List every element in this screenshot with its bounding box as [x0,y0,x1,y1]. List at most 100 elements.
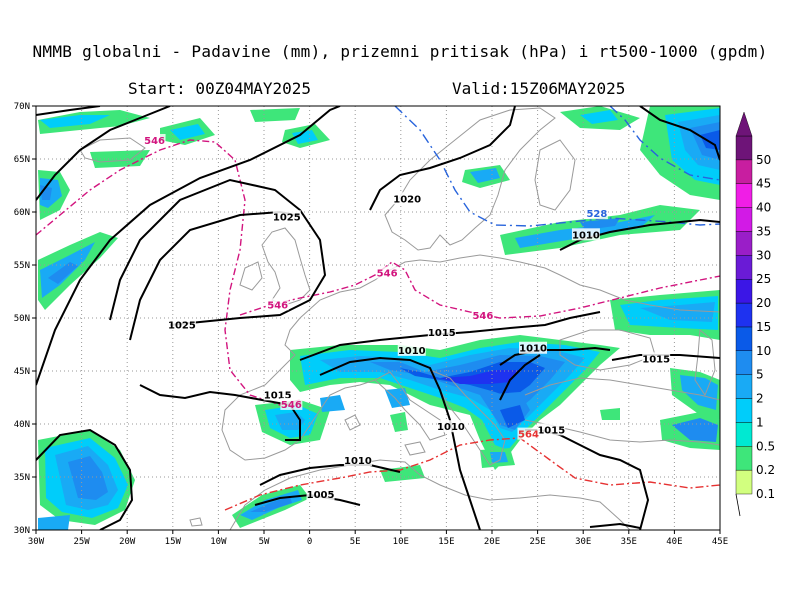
lon-tick-label: 0 [307,537,312,547]
colorbar-max-arrow [735,111,753,137]
thickness-label-bg [143,133,166,146]
isobar-labels: 1025102510201015101510151015101010101010… [167,192,671,501]
lon-tick-label: 45E [712,537,728,547]
colorbar-label: 20 [756,296,771,310]
thickness-label-bg [280,397,303,410]
colorbar-label: 1 [756,415,764,429]
lon-tick-label: 30W [28,537,45,547]
isobar-label: 1010 [572,230,600,241]
lat-tick-label: 65N [14,155,30,165]
isobar-label: 1005 [307,490,335,501]
colorbar-swatch [735,207,753,232]
colorbar-label: 25 [756,272,771,286]
lat-tick-label: 60N [14,208,30,218]
start-time: Start: 00Z04MAY2025 [128,79,312,98]
colorbar-swatch [735,374,753,399]
lat-tick-label: 50N [14,314,30,324]
isobar-label-bg [642,352,671,365]
isobar-label: 1010 [398,346,426,357]
isobar-label: 1025 [168,320,196,331]
thickness-label: 546 [144,136,165,147]
lat-tick-label: 45N [14,367,30,377]
lon-tick-label: 40E [666,537,682,547]
lon-tick-label: 20W [119,537,136,547]
colorbar-swatch [735,279,753,304]
thickness-label: 546 [281,400,302,411]
thickness-label-bg [517,427,540,440]
thickness-label: 546 [377,268,398,279]
thickness-label: 546 [472,311,493,322]
isobar-label: 1010 [519,344,547,355]
lon-tick-label: 15W [165,537,182,547]
colorbar-swatch [735,255,753,280]
map-title: NMMB globalni - Padavine (mm), prizemni … [32,42,768,61]
isobar-label-bg [393,192,422,205]
thickness-labels: 546 546 546 546 546 528 564 [143,133,608,441]
lon-tick-label: 25E [529,537,545,547]
lat-tick-label: 40N [14,420,30,430]
colorbar-swatch [735,422,753,447]
lon-tick-label: 25W [73,537,90,547]
colorbar-label: 45 [756,177,771,191]
colorbar-label: 35 [756,224,771,238]
lon-tick-label: 15E [438,537,454,547]
colorbar-swatch [735,183,753,208]
thickness-label-bg [266,298,289,311]
isobar-label-bg [436,420,465,433]
colorbar-swatch [735,159,753,184]
thickness-label: 546 [267,300,288,311]
isobar-label-bg [571,228,600,241]
colorbar-swatch [735,469,753,495]
lon-tick-label: 30E [575,537,591,547]
isobar-label: 1015 [264,390,292,401]
thickness-label: 528 [586,209,607,220]
thickness-label-bg [585,207,608,220]
colorbar-swatch [735,350,753,375]
colorbar-label: 2 [756,392,764,406]
colorbar-label: 0.5 [756,439,775,453]
lat-axis: 30N 35N 40N 45N 50N 55N 60N 65N 70N [14,102,36,536]
colorbar-min-arrow [735,493,741,517]
isobar-label-bg [427,325,456,338]
thickness-label: 564 [518,430,539,441]
lon-tick-label: 35E [621,537,637,547]
isobar-label-bg [263,388,292,401]
isobar-label-bg [272,210,301,223]
colorbar-label: 5 [756,368,764,382]
isobar-label-bg [519,341,548,354]
colorbar-label: 0.1 [756,487,775,501]
isobar-label: 1015 [642,354,670,365]
isobar-label: 1010 [437,422,465,433]
lon-tick-label: 5E [350,537,361,547]
lon-tick-label: 10E [393,537,409,547]
lat-tick-label: 70N [14,102,30,112]
valid-time: Valid:15Z06MAY2025 [452,79,626,98]
lat-tick-label: 30N [14,526,30,536]
colorbar-label: 15 [756,320,771,334]
isobar-label-bg [343,454,372,467]
isobar-label-bg [306,488,335,501]
lon-axis: 30W 25W 20W 15W 10W 5W 0 5E 10E 15E 20E 25E 30E 35E 40… [28,530,728,547]
colorbar-label: 40 [756,201,771,215]
map-area: 1025102510201015101510151015101010101010… [36,106,720,530]
isobar-label: 1010 [344,456,372,467]
thickness-label-bg [376,266,399,279]
isobar-label: 1015 [428,328,456,339]
isobar-label-bg [397,343,426,356]
isobar-label: 1015 [537,425,565,436]
isobar-label: 1025 [273,212,301,223]
isobar-label: 1020 [393,194,421,205]
colorbar-swatch [735,231,753,256]
colorbar-label: 10 [756,344,771,358]
precipitation-layer [38,106,720,530]
colorbar-swatch [735,326,753,351]
lon-tick-label: 5W [259,537,270,547]
lon-tick-label: 20E [484,537,500,547]
isobar-label-bg [167,318,196,331]
isobar-label-bg [537,423,566,436]
lat-tick-label: 55N [14,261,30,271]
colorbar-swatch [735,135,753,161]
thickness-label-bg [471,308,494,321]
